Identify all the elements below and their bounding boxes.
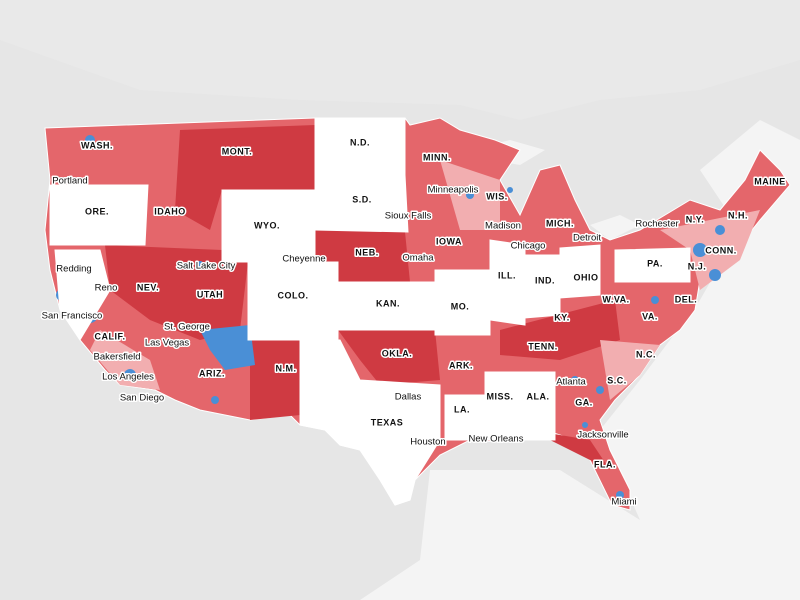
state-label: NEV. [137,282,159,292]
state-label: KY. [554,312,570,322]
state-label: OKLA. [382,348,413,358]
city-label: Las Vegas [145,338,190,349]
state-label: IDAHO [154,206,186,216]
state-label: IND. [535,275,555,285]
city-label: Redding [56,264,91,275]
city-label: San Diego [120,393,164,404]
state-label: MONT. [222,146,253,156]
no-data-states [49,117,691,506]
state-label: IOWA [436,236,462,246]
city-label: Jacksonville [577,430,628,441]
state-label: UTAH [197,289,223,299]
state-label: ORE. [85,206,109,216]
city-label: Miami [611,497,636,508]
state-label: NEB. [355,247,379,257]
city-label: San Francisco [42,311,103,322]
state-label: TENN. [528,341,558,351]
state-label: N.C. [636,349,656,359]
city-label: New Orleans [469,434,524,445]
state-label: N.M. [276,363,297,373]
state-label: W.VA. [602,294,629,304]
state-label: COLO. [278,290,309,300]
state-label: N.Y. [686,214,705,224]
city-label: Omaha [402,253,434,264]
state-label: WASH. [81,140,113,150]
state-label: OHIO [573,272,598,282]
state-label: WIS. [486,191,508,201]
state-label: VA. [642,311,658,321]
state-label: CONN. [705,245,737,255]
state-label: DEL. [675,294,698,304]
city-label: Los Angeles [102,372,154,383]
city-label: Detroit [573,233,601,244]
city-label: Dallas [395,392,422,403]
blue-areas [56,135,725,499]
state-label: WYO. [254,220,280,230]
dark-red-areas [105,125,620,470]
state-label: ARK. [449,360,473,370]
state-label: MO. [451,301,470,311]
state-label: TEXAS [371,417,404,427]
state-label: KAN. [376,298,400,308]
state-label: CALIF. [95,331,126,341]
state-label: MINN. [423,152,451,162]
state-label: MISS. [486,391,513,401]
state-label: MAINE [754,176,786,186]
state-label: N.H. [728,210,748,220]
state-label: MICH. [546,218,574,228]
state-label: ALA. [527,391,550,401]
city-label: Portland [52,176,87,187]
city-label: Chicago [511,241,546,252]
state-label: N.J. [688,261,707,271]
canada [0,0,800,120]
state-label: N.D. [350,137,370,147]
city-label: Bakersfield [94,352,141,363]
state-label: ARIZ. [199,368,225,378]
city-label: Atlanta [556,377,586,388]
city-label: Houston [410,437,445,448]
state-label: PA. [647,258,663,268]
city-label: Madison [485,221,521,232]
city-label: Minneapolis [428,185,479,196]
state-label: LA. [454,404,470,414]
city-label: Rochester [635,219,678,230]
state-label: S.D. [352,194,372,204]
city-label: Salt Lake City [177,261,236,272]
state-label: GA. [575,397,593,407]
state-label: FLA. [594,459,616,469]
state-label: ILL. [498,270,516,280]
city-label: Reno [95,283,118,294]
state-label: S.C. [607,375,627,385]
city-label: St. George [164,322,210,333]
city-label: Cheyenne [282,254,325,265]
city-label: Sioux Falls [385,211,432,222]
